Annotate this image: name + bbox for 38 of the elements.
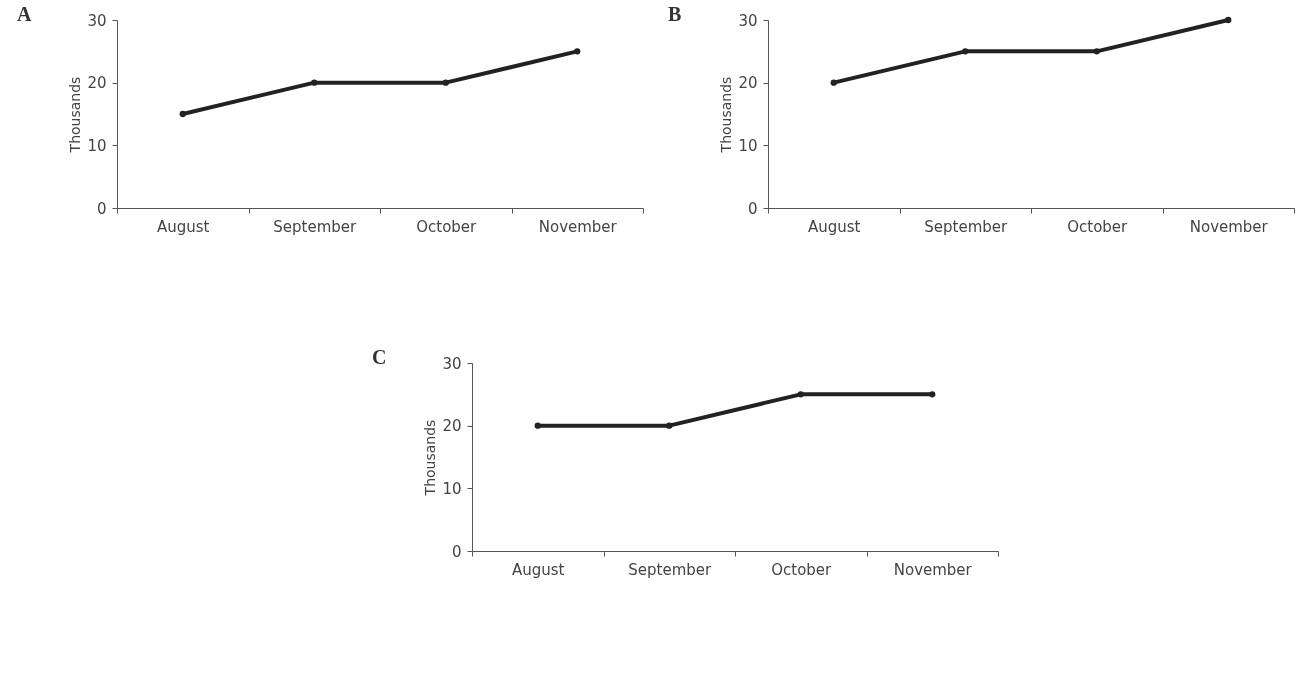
x-tick-label: October bbox=[416, 217, 478, 236]
y-axis-title: Thousands bbox=[718, 76, 735, 154]
x-tick-label: September bbox=[273, 217, 358, 236]
x-tick-label: October bbox=[1067, 217, 1129, 236]
y-tick-label: 20 bbox=[87, 74, 107, 93]
point bbox=[442, 79, 449, 86]
x-tick-label: November bbox=[538, 217, 618, 236]
y-tick-label: 30 bbox=[738, 11, 758, 30]
point bbox=[962, 48, 969, 55]
y-tick-label: 10 bbox=[738, 136, 758, 155]
y-tick-label: 0 bbox=[747, 199, 758, 218]
y-tick-label: 30 bbox=[442, 354, 462, 373]
y-tick-label: 0 bbox=[451, 542, 462, 561]
x-tick-label: September bbox=[628, 560, 713, 579]
y-tick-label: 0 bbox=[96, 199, 107, 218]
x-tick-label: August bbox=[512, 560, 565, 579]
point bbox=[1225, 16, 1232, 24]
y-axis-title: Thousands bbox=[422, 419, 439, 497]
y-axis-title: Thousands bbox=[67, 76, 84, 154]
y-tick-label: 20 bbox=[738, 74, 758, 93]
chart-title: C bbox=[372, 346, 387, 368]
x-tick-label: October bbox=[771, 560, 833, 579]
y-tick-label: 30 bbox=[87, 11, 107, 30]
point bbox=[574, 48, 581, 55]
y-tick-label: 20 bbox=[442, 417, 462, 436]
y-tick-label: 10 bbox=[87, 136, 107, 155]
x-tick-label: November bbox=[893, 560, 973, 579]
point bbox=[311, 79, 318, 86]
point bbox=[179, 110, 186, 118]
point bbox=[1093, 48, 1100, 55]
chart-title: B bbox=[668, 3, 682, 25]
x-tick-label: November bbox=[1189, 217, 1269, 236]
chart-title: A bbox=[17, 3, 32, 25]
x-tick-label: August bbox=[808, 217, 861, 236]
x-tick-label: September bbox=[924, 217, 1009, 236]
x-tick-label: August bbox=[157, 217, 210, 236]
y-tick-label: 10 bbox=[442, 479, 462, 498]
point bbox=[830, 79, 837, 86]
